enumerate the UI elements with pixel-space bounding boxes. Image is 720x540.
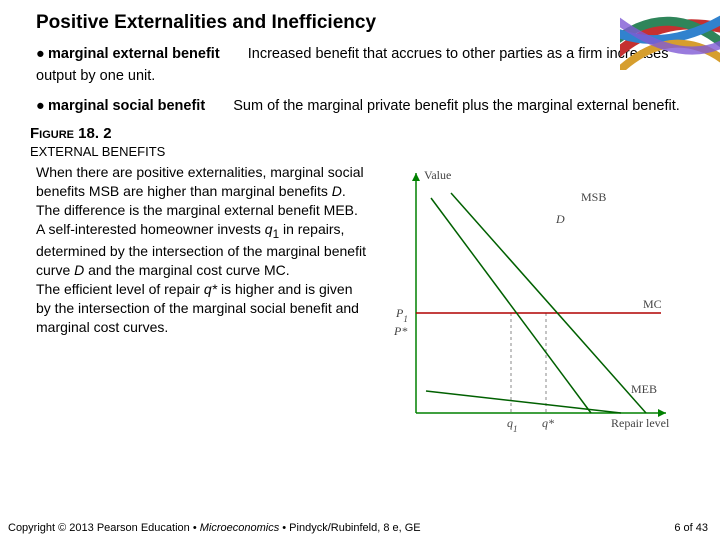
svg-text:P*: P* bbox=[393, 324, 407, 338]
svg-text:P1: P1 bbox=[395, 306, 408, 324]
page-number: 6 of 43 bbox=[674, 522, 708, 534]
svg-text:MC: MC bbox=[643, 297, 662, 311]
svg-text:Value: Value bbox=[424, 168, 451, 182]
external-benefits-chart: Value Repair level MC D MSB MEB P1P* q1 q* bbox=[376, 163, 700, 443]
svg-text:q*: q* bbox=[542, 416, 554, 430]
copyright-text: Copyright © 2013 Pearson Education • Mic… bbox=[8, 522, 421, 534]
def-2-text: Sum of the marginal private benefit plus… bbox=[233, 98, 680, 114]
definition-1: ● marginal external benefit Increased be… bbox=[36, 44, 700, 88]
svg-text:Repair level: Repair level bbox=[611, 416, 670, 430]
definition-2: ● marginal social benefit Sum of the mar… bbox=[36, 96, 700, 118]
term-1: marginal external benefit bbox=[48, 46, 220, 62]
figure-description: When there are positive externalities, m… bbox=[36, 163, 366, 443]
slide-title: Positive Externalities and Inefficiency bbox=[36, 12, 700, 34]
figure-subtitle: EXTERNAL BENEFITS bbox=[30, 144, 700, 159]
term-2: marginal social benefit bbox=[48, 98, 205, 114]
svg-text:q1: q1 bbox=[507, 416, 518, 433]
svg-text:MSB: MSB bbox=[581, 190, 606, 204]
decorative-corner-image bbox=[620, 0, 720, 70]
slide-footer: Copyright © 2013 Pearson Education • Mic… bbox=[8, 522, 708, 534]
svg-text:MEB: MEB bbox=[631, 382, 657, 396]
figure-label: Figure 18. 2 bbox=[30, 125, 700, 142]
svg-text:D: D bbox=[555, 212, 565, 226]
